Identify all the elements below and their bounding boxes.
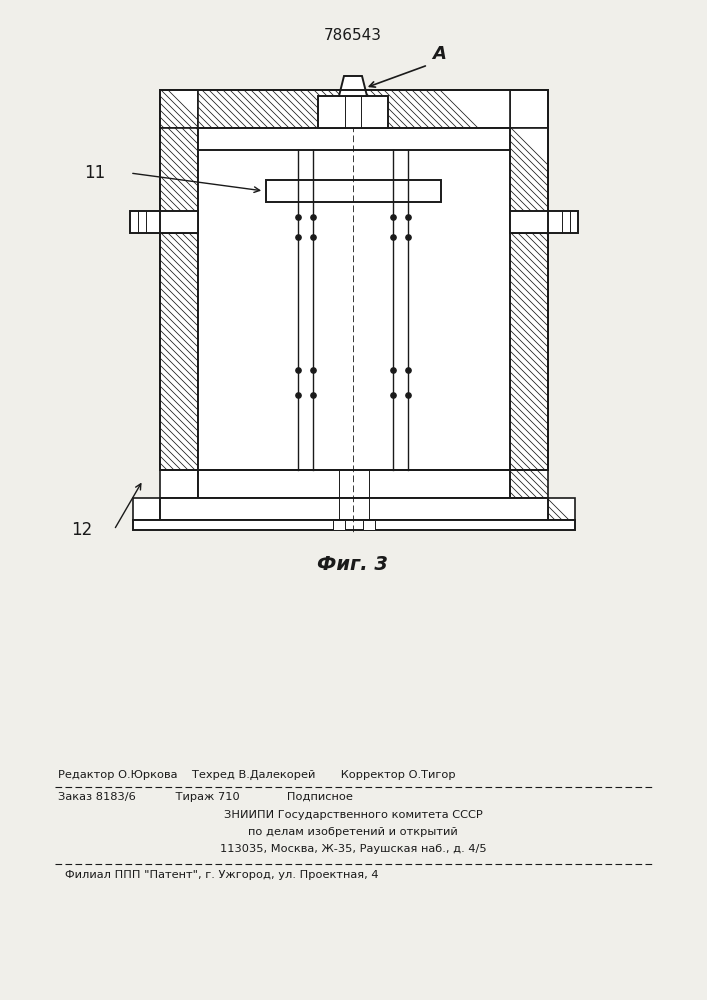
Bar [198,90,510,128]
Text: Редактор О.Юркова    Техред В.Далекорей       Корректор О.Тигор: Редактор О.Юркова Техред В.Далекорей Кор… [58,770,455,780]
Text: 786543: 786543 [324,28,382,43]
Bar [510,90,548,128]
Bar [266,180,441,202]
Bar [133,498,160,520]
Bar [160,90,548,470]
Polygon shape [339,76,367,96]
Bar [510,211,548,233]
Text: Фиг. 3: Фиг. 3 [317,555,389,574]
Bar [510,211,578,233]
Bar [160,498,548,520]
Text: ЗНИИПИ Государственного комитета СССР: ЗНИИПИ Государственного комитета СССР [223,810,482,820]
Bar [130,211,198,233]
Text: 12: 12 [71,521,92,539]
Bar [198,128,510,470]
Text: 113035, Москва, Ж-35, Раушская наб., д. 4/5: 113035, Москва, Ж-35, Раушская наб., д. … [220,844,486,854]
Bar [548,498,575,520]
Bar [510,470,548,498]
Bar [198,128,510,150]
Bar [160,211,198,233]
Bar [333,520,345,530]
Bar [160,128,198,470]
Bar [510,128,548,470]
Text: по делам изобретений и открытий: по делам изобретений и открытий [248,827,458,837]
Bar [318,96,388,128]
Bar [198,470,510,498]
Text: 11: 11 [83,164,105,182]
Bar [363,520,375,530]
Text: Филиал ППП "Патент", г. Ужгород, ул. Проектная, 4: Филиал ППП "Патент", г. Ужгород, ул. Про… [65,870,378,880]
Bar [133,520,575,530]
Text: А: А [432,45,446,63]
Text: Заказ 8183/6           Тираж 710             Подписное: Заказ 8183/6 Тираж 710 Подписное [58,792,353,802]
Bar [160,90,198,128]
Bar [160,470,198,498]
